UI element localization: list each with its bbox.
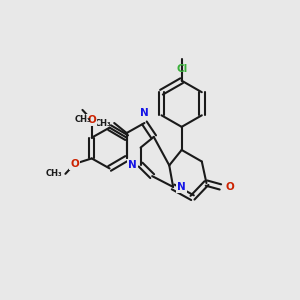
Text: N: N bbox=[140, 108, 149, 118]
Text: Cl: Cl bbox=[176, 64, 187, 74]
Text: CH₃: CH₃ bbox=[46, 169, 62, 178]
Text: N: N bbox=[128, 160, 137, 170]
Text: O: O bbox=[225, 182, 234, 192]
Text: O: O bbox=[87, 115, 96, 125]
Text: O: O bbox=[70, 159, 79, 169]
Text: N: N bbox=[177, 182, 186, 192]
Text: CH₃: CH₃ bbox=[94, 118, 111, 127]
Text: CH₃: CH₃ bbox=[74, 115, 91, 124]
